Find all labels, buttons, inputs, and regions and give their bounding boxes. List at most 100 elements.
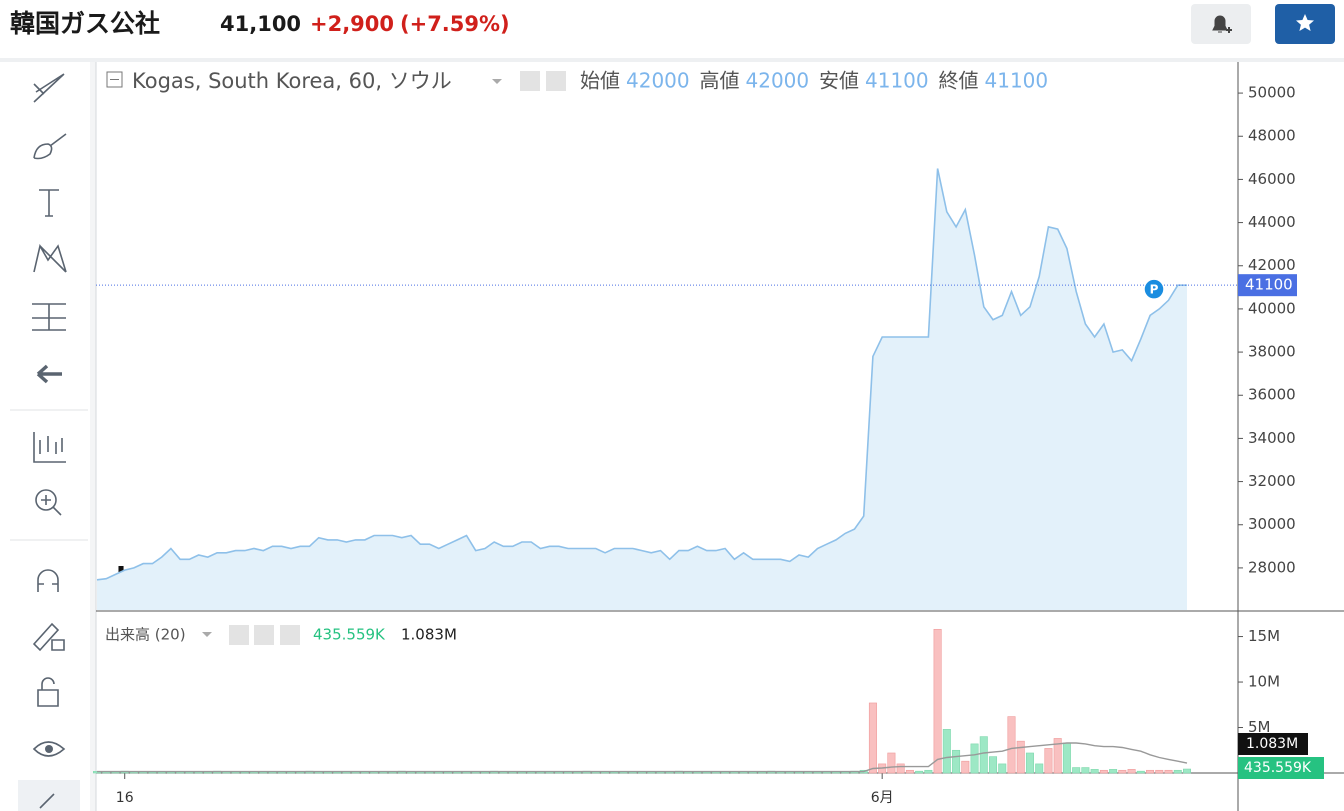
marker: [1143, 278, 1165, 300]
volume-tag-label: 435.559K: [1244, 760, 1312, 776]
x-tick-label: 6月: [871, 790, 894, 806]
stock-change-pct: (+7.59%): [400, 12, 510, 36]
price-area: [97, 168, 1187, 610]
volume-visibility-button[interactable]: [229, 625, 249, 645]
stock-price: 41,100: [220, 12, 301, 36]
tool-brush[interactable]: [33, 133, 67, 160]
tool-lock-draw[interactable]: [32, 622, 65, 652]
volume-bar: [998, 763, 1007, 774]
y-tick-label: 30000: [1248, 515, 1296, 533]
ohlc-value: 42000: [746, 69, 810, 93]
volume-bar: [1127, 769, 1136, 774]
star-icon: [1296, 14, 1314, 31]
y-tick-label: 38000: [1248, 343, 1296, 361]
tool-zoom-icon: [35, 489, 57, 511]
volume-settings-button[interactable]: [254, 625, 274, 645]
volume-ma-line: [97, 742, 1188, 773]
collapse-box[interactable]: [106, 71, 123, 88]
tool-pattern[interactable]: [33, 243, 67, 273]
toolbar: [10, 62, 96, 811]
volume-bar: [1007, 716, 1016, 774]
volume-bar: [1053, 738, 1062, 774]
tool-eye-icon: [32, 741, 66, 757]
x-tick-label: 16: [116, 790, 134, 806]
volume-bar: [1072, 767, 1081, 774]
y-tick-label: 5M: [1248, 718, 1271, 736]
volume-bar: [1109, 769, 1118, 774]
volume-bar: [887, 752, 896, 774]
volume-bar: [1146, 769, 1155, 774]
ma-tag: [1238, 733, 1308, 755]
tool-eye-pupil: [45, 745, 53, 753]
volume-dropdown[interactable]: [202, 632, 212, 637]
volume-legend-ma: 1.083M: [401, 626, 457, 644]
y-tick-label: 44000: [1248, 213, 1296, 231]
volume-bar: [1025, 752, 1034, 774]
ma-tag-label: 1.083M: [1246, 736, 1298, 752]
tool-lock[interactable]: [37, 677, 59, 707]
volume-legend-value: 435.559K: [313, 626, 386, 644]
tool-text[interactable]: [39, 189, 59, 217]
volume-tag: [1238, 757, 1324, 779]
y-tick-label: 34000: [1248, 429, 1296, 447]
tool-zoom[interactable]: [35, 489, 62, 516]
volume-bar: [1062, 742, 1071, 774]
tool-pattern-icon: [33, 243, 67, 273]
tool-lock-draw-icon: [32, 622, 65, 652]
y-tick-label: 40000: [1248, 299, 1296, 317]
tool-eye[interactable]: [32, 741, 66, 757]
visibility-button[interactable]: [520, 71, 540, 91]
volume-close-button[interactable]: [280, 625, 300, 645]
watchlist-button[interactable]: [1275, 4, 1335, 44]
volume-bar: [989, 756, 998, 774]
volume-bar: [1090, 769, 1099, 774]
volume-bar: [1016, 740, 1025, 774]
tool-indicators[interactable]: [33, 432, 66, 463]
volume-bar: [933, 628, 942, 774]
settings-button[interactable]: [546, 71, 566, 91]
volume-bar: [1081, 767, 1090, 774]
y-tick-label: 32000: [1248, 472, 1296, 490]
tool-brush-icon: [33, 133, 67, 160]
stock-title: 韓国ガス公社: [10, 9, 160, 38]
volume-bar: [1183, 768, 1191, 774]
tool-link[interactable]: [18, 780, 80, 811]
y-tick-label: 48000: [1248, 127, 1296, 145]
y-tick-label: 50000: [1248, 84, 1296, 102]
ohlc-value: 41100: [865, 69, 929, 93]
ohlc-label: 安値: [819, 69, 859, 93]
volume-bar: [1164, 769, 1173, 774]
tool-fib-icon: [32, 303, 66, 331]
ohlc-value: 42000: [626, 69, 690, 93]
volume-bar: [868, 702, 877, 774]
header-shadow: [0, 58, 1344, 62]
volume-bar: [1035, 763, 1044, 774]
volume-bar: [979, 736, 988, 774]
volume-title: 出来高 (20): [105, 626, 186, 644]
tool-zoom-lines: [41, 495, 62, 516]
alert-plus: [1226, 27, 1232, 33]
tool-lines[interactable]: [33, 73, 65, 103]
volume-bar: [924, 769, 933, 774]
volume-bar: [942, 729, 951, 774]
title-dropdown[interactable]: [492, 79, 502, 84]
ohlc-label: 始値: [580, 69, 620, 93]
toolbar-divider: [90, 62, 96, 811]
volume-bar: [1118, 769, 1127, 774]
y-tick-label: 36000: [1248, 386, 1296, 404]
last-price-tag: [1238, 274, 1297, 297]
ohlc-value: 41100: [985, 69, 1049, 93]
tool-fib[interactable]: [32, 303, 66, 331]
tool-link-bg: [18, 780, 80, 811]
tool-back-icon: [36, 364, 62, 384]
chart-title: Kogas, South Korea, 60, ソウル: [132, 69, 452, 93]
tool-back[interactable]: [36, 364, 62, 384]
tool-magnet[interactable]: [37, 569, 59, 592]
volume-bar: [970, 743, 979, 774]
y-tick-label: 42000: [1248, 256, 1296, 274]
stock-change: +2,900: [310, 12, 394, 36]
volume-bar: [1136, 770, 1145, 774]
ohlc-label: 終値: [939, 69, 979, 93]
alert-button[interactable]: [1191, 4, 1251, 44]
